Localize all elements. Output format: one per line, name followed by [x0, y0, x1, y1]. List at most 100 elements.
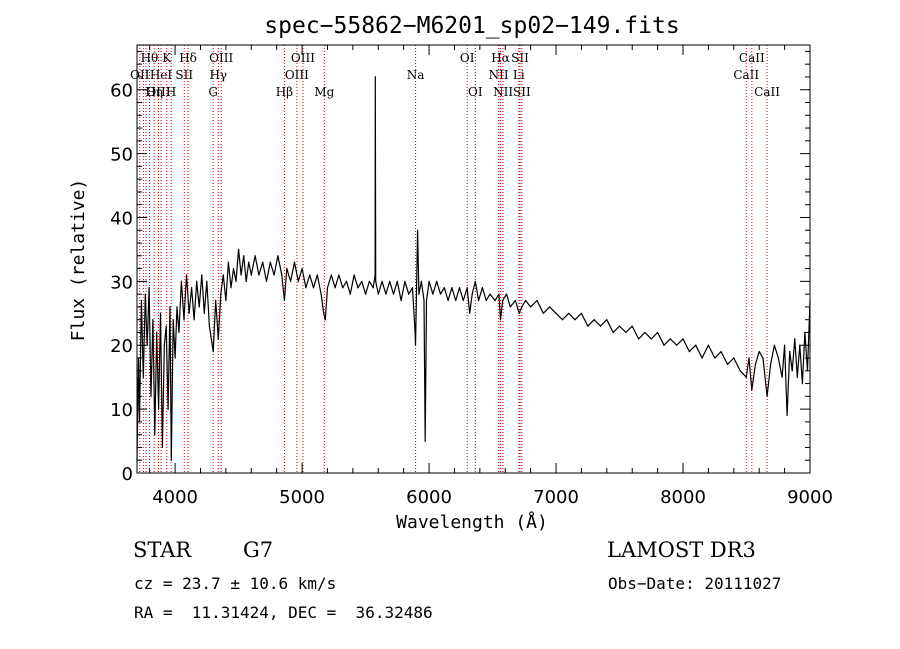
data-point-109 — [432, 293, 434, 295]
data-point-117 — [462, 299, 464, 302]
line-marker-label-10: Hδ — [179, 51, 197, 65]
data-point-121 — [474, 280, 476, 282]
data-point-75 — [334, 287, 336, 289]
data-point-167 — [726, 363, 729, 365]
data-point-101 — [415, 325, 417, 327]
data-point-169 — [739, 370, 741, 372]
data-point-8 — [150, 395, 152, 397]
data-point-110 — [436, 280, 438, 282]
data-point-70 — [320, 293, 322, 295]
data-point-141 — [561, 319, 564, 321]
data-point-173 — [754, 363, 757, 365]
data-point-84 — [368, 280, 370, 282]
plot-frame — [136, 44, 811, 474]
x-tick-label-2: 6000 — [406, 487, 452, 508]
data-point-161 — [688, 351, 691, 353]
data-point-41 — [225, 299, 227, 302]
x-tick-label-5: 9000 — [787, 487, 833, 508]
data-point-145 — [587, 325, 589, 327]
y-tick-label-6: 60 — [110, 81, 133, 102]
data-point-76 — [338, 274, 340, 276]
data-point-73 — [326, 287, 329, 289]
data-point-152 — [631, 325, 633, 327]
data-point-178 — [773, 344, 776, 346]
data-point-183 — [789, 351, 791, 353]
data-point-58 — [277, 255, 279, 257]
line-marker-label-12: Hγ — [209, 68, 227, 82]
line-marker-label-23: NII — [493, 85, 513, 99]
data-point-180 — [781, 376, 783, 378]
data-point-13 — [159, 312, 162, 314]
data-point-166 — [720, 351, 722, 353]
data-point-102 — [417, 229, 419, 231]
data-point-114 — [451, 287, 453, 289]
data-point-7 — [148, 287, 150, 289]
data-point-36 — [212, 351, 214, 353]
data-point-128 — [499, 319, 502, 321]
data-point-43 — [230, 287, 232, 289]
data-point-149 — [612, 331, 614, 334]
data-point-153 — [638, 338, 640, 340]
data-point-136 — [530, 306, 532, 308]
data-point-154 — [644, 331, 646, 334]
data-point-20 — [172, 319, 174, 321]
data-point-38 — [217, 338, 219, 340]
data-point-39 — [220, 293, 222, 295]
data-point-165 — [714, 357, 716, 359]
data-point-130 — [505, 293, 508, 295]
data-point-79 — [349, 293, 351, 295]
object-subclass: G7 — [243, 538, 274, 562]
data-point-78 — [345, 280, 348, 282]
line-marker-label-27: CaII — [733, 68, 759, 82]
data-point-139 — [549, 306, 551, 308]
data-point-116 — [458, 287, 461, 289]
data-point-77 — [342, 287, 344, 289]
data-point-94 — [396, 280, 398, 282]
data-point-108 — [428, 280, 430, 282]
data-point-164 — [707, 344, 710, 346]
y-tick-label-0: 0 — [122, 464, 133, 485]
line-marker-label-26: SII — [513, 85, 531, 99]
data-point-26 — [185, 274, 188, 276]
data-point-98 — [411, 287, 414, 289]
data-point-134 — [521, 306, 523, 308]
data-point-55 — [265, 280, 268, 282]
spectral-line-markers: OIIHθHηOIIIHeIKHSIIHδGHγOIIIHβOIIIOIIIMg… — [130, 45, 780, 473]
data-point-131 — [509, 306, 511, 308]
data-point-86 — [374, 274, 376, 276]
data-point-120 — [471, 293, 473, 295]
observation-date: Obs−Date: 20111027 — [608, 574, 782, 593]
data-point-56 — [269, 261, 271, 263]
data-point-184 — [791, 370, 793, 372]
data-point-127 — [498, 293, 500, 295]
x-axis-label: Wavelength (Å) — [396, 511, 548, 533]
data-point-85 — [372, 287, 374, 289]
line-marker-label-18: Na — [407, 68, 425, 82]
data-point-126 — [494, 299, 496, 302]
data-point-158 — [669, 338, 671, 340]
data-point-181 — [784, 344, 786, 346]
line-marker-label-13: OIII — [209, 51, 233, 65]
data-point-156 — [657, 331, 659, 334]
data-point-150 — [618, 325, 621, 327]
data-point-151 — [625, 331, 627, 334]
data-point-103 — [418, 293, 420, 295]
data-point-82 — [361, 280, 363, 282]
data-point-89 — [377, 293, 379, 295]
data-point-65 — [301, 268, 303, 270]
data-point-83 — [365, 293, 367, 295]
data-point-57 — [273, 274, 275, 276]
survey-name: LAMOST DR3 — [607, 538, 756, 562]
line-marker-label-0: OII — [130, 68, 150, 82]
x-tick-label-0: 4000 — [152, 487, 198, 508]
line-marker-label-25: SII — [511, 51, 529, 65]
line-marker-label-22: Hα — [491, 51, 510, 65]
data-point-175 — [762, 357, 764, 359]
data-point-16 — [165, 325, 167, 327]
data-point-40 — [222, 274, 224, 276]
data-point-23 — [178, 331, 180, 334]
data-point-91 — [385, 293, 387, 295]
line-marker-label-17: Mg — [314, 85, 334, 99]
data-point-74 — [330, 274, 332, 276]
data-point-53 — [258, 274, 260, 276]
